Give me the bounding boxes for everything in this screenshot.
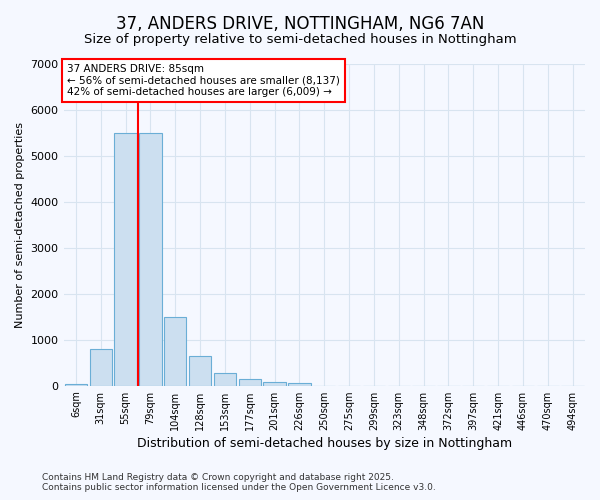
Bar <box>189 356 211 386</box>
Text: 37 ANDERS DRIVE: 85sqm
← 56% of semi-detached houses are smaller (8,137)
42% of : 37 ANDERS DRIVE: 85sqm ← 56% of semi-det… <box>67 64 340 97</box>
Bar <box>239 380 261 386</box>
Bar <box>288 384 311 386</box>
Text: 37, ANDERS DRIVE, NOTTINGHAM, NG6 7AN: 37, ANDERS DRIVE, NOTTINGHAM, NG6 7AN <box>116 15 484 33</box>
Bar <box>214 373 236 386</box>
Text: Contains HM Land Registry data © Crown copyright and database right 2025.
Contai: Contains HM Land Registry data © Crown c… <box>42 473 436 492</box>
Bar <box>139 133 161 386</box>
Y-axis label: Number of semi-detached properties: Number of semi-detached properties <box>15 122 25 328</box>
Text: Size of property relative to semi-detached houses in Nottingham: Size of property relative to semi-detach… <box>83 32 517 46</box>
Bar <box>89 349 112 386</box>
Bar <box>164 317 187 386</box>
Bar <box>65 384 87 386</box>
X-axis label: Distribution of semi-detached houses by size in Nottingham: Distribution of semi-detached houses by … <box>137 437 512 450</box>
Bar <box>263 382 286 386</box>
Bar <box>115 133 137 386</box>
